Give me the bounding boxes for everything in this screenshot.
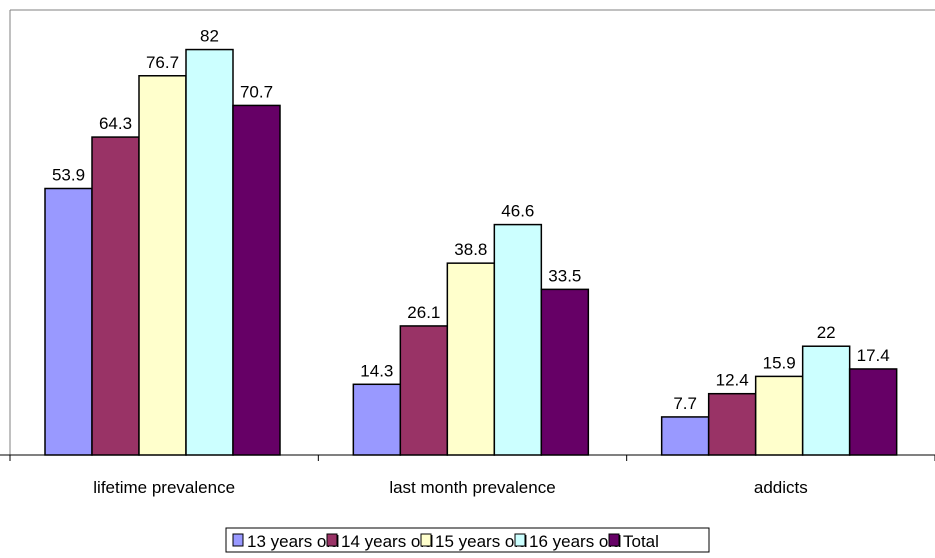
bar (540, 288, 590, 456)
data-label: 17.4 (857, 346, 890, 365)
category-labels: lifetime prevalence last month prevalence… (93, 478, 807, 497)
x-tick-label: lifetime prevalence (93, 478, 235, 497)
value-labels-layer: 53.9 64.3 76.7 82 70.7 14.3 26.1 38.8 46.6 33.5 7.… (52, 27, 890, 413)
legend: 13 years old 14 years old 15 years old 16 y… (225, 527, 710, 553)
legend-label: 15 years old (435, 532, 528, 551)
data-label: 26.1 (407, 303, 440, 322)
data-label: 22 (817, 323, 836, 342)
data-label: 38.8 (454, 240, 487, 259)
bar (801, 345, 851, 456)
bar (493, 223, 543, 456)
bar (352, 383, 402, 456)
bar (138, 75, 187, 456)
bar (660, 416, 710, 456)
bars-layer (44, 48, 898, 456)
legend-label: 16 years old (529, 532, 622, 551)
bar (91, 136, 140, 456)
data-label: 70.7 (240, 82, 273, 101)
bar (848, 368, 898, 456)
legend-label: 13 years old (247, 532, 340, 551)
data-label: 46.6 (501, 202, 534, 221)
data-label: 15.9 (763, 353, 796, 372)
legend-swatch (608, 533, 620, 547)
legend-box (225, 527, 710, 553)
legend-label: Total (623, 532, 659, 551)
bar (754, 375, 804, 456)
data-label: 53.9 (52, 165, 85, 184)
x-tick-label: last month prevalence (389, 478, 555, 497)
legend-swatch (232, 533, 244, 547)
bar (446, 262, 496, 456)
x-tick-label: addicts (754, 478, 808, 497)
data-label: 82 (200, 27, 219, 46)
legend-swatch (514, 533, 526, 547)
data-label: 14.3 (360, 361, 393, 380)
data-label: 76.7 (146, 53, 179, 72)
bar (232, 104, 281, 456)
bar (399, 325, 449, 456)
bar (44, 187, 93, 456)
legend-swatch (420, 533, 432, 547)
data-label: 7.7 (673, 394, 697, 413)
bar (707, 392, 757, 456)
bar (185, 48, 234, 456)
data-label: 64.3 (99, 114, 132, 133)
x-axis-ticks (9, 455, 935, 461)
legend-label: 14 years old (341, 532, 434, 551)
legend-swatch (326, 533, 338, 547)
data-label: 33.5 (548, 266, 581, 285)
data-label: 12.4 (716, 371, 749, 390)
